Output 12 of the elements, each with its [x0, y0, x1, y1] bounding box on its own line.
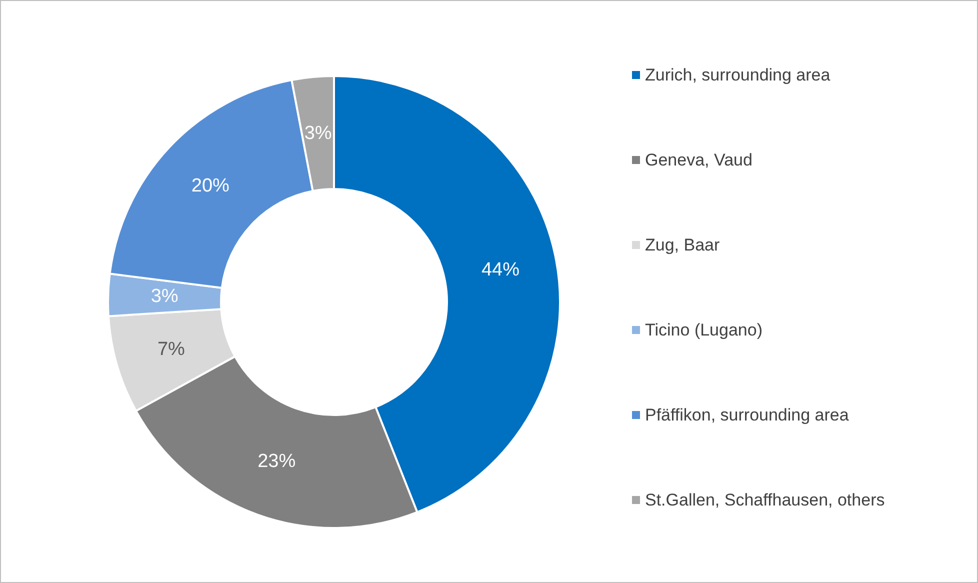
legend-label: Ticino (Lugano) — [645, 320, 762, 340]
data-label: 20% — [191, 175, 230, 196]
legend-label: Geneva, Vaud — [645, 150, 752, 170]
data-label: 23% — [258, 450, 296, 472]
legend-label: Pfäffikon, surrounding area — [645, 406, 850, 424]
data-label: 3% — [150, 286, 178, 308]
legend-label: Zug, Baar — [645, 236, 720, 254]
data-label: 3% — [304, 122, 332, 144]
legend-label: St.Gallen, Schaffhausen, others — [645, 490, 885, 510]
legend-label: Zurich, surrounding area — [645, 66, 831, 84]
data-label: 7% — [157, 338, 186, 360]
data-label: 44% — [481, 260, 520, 281]
